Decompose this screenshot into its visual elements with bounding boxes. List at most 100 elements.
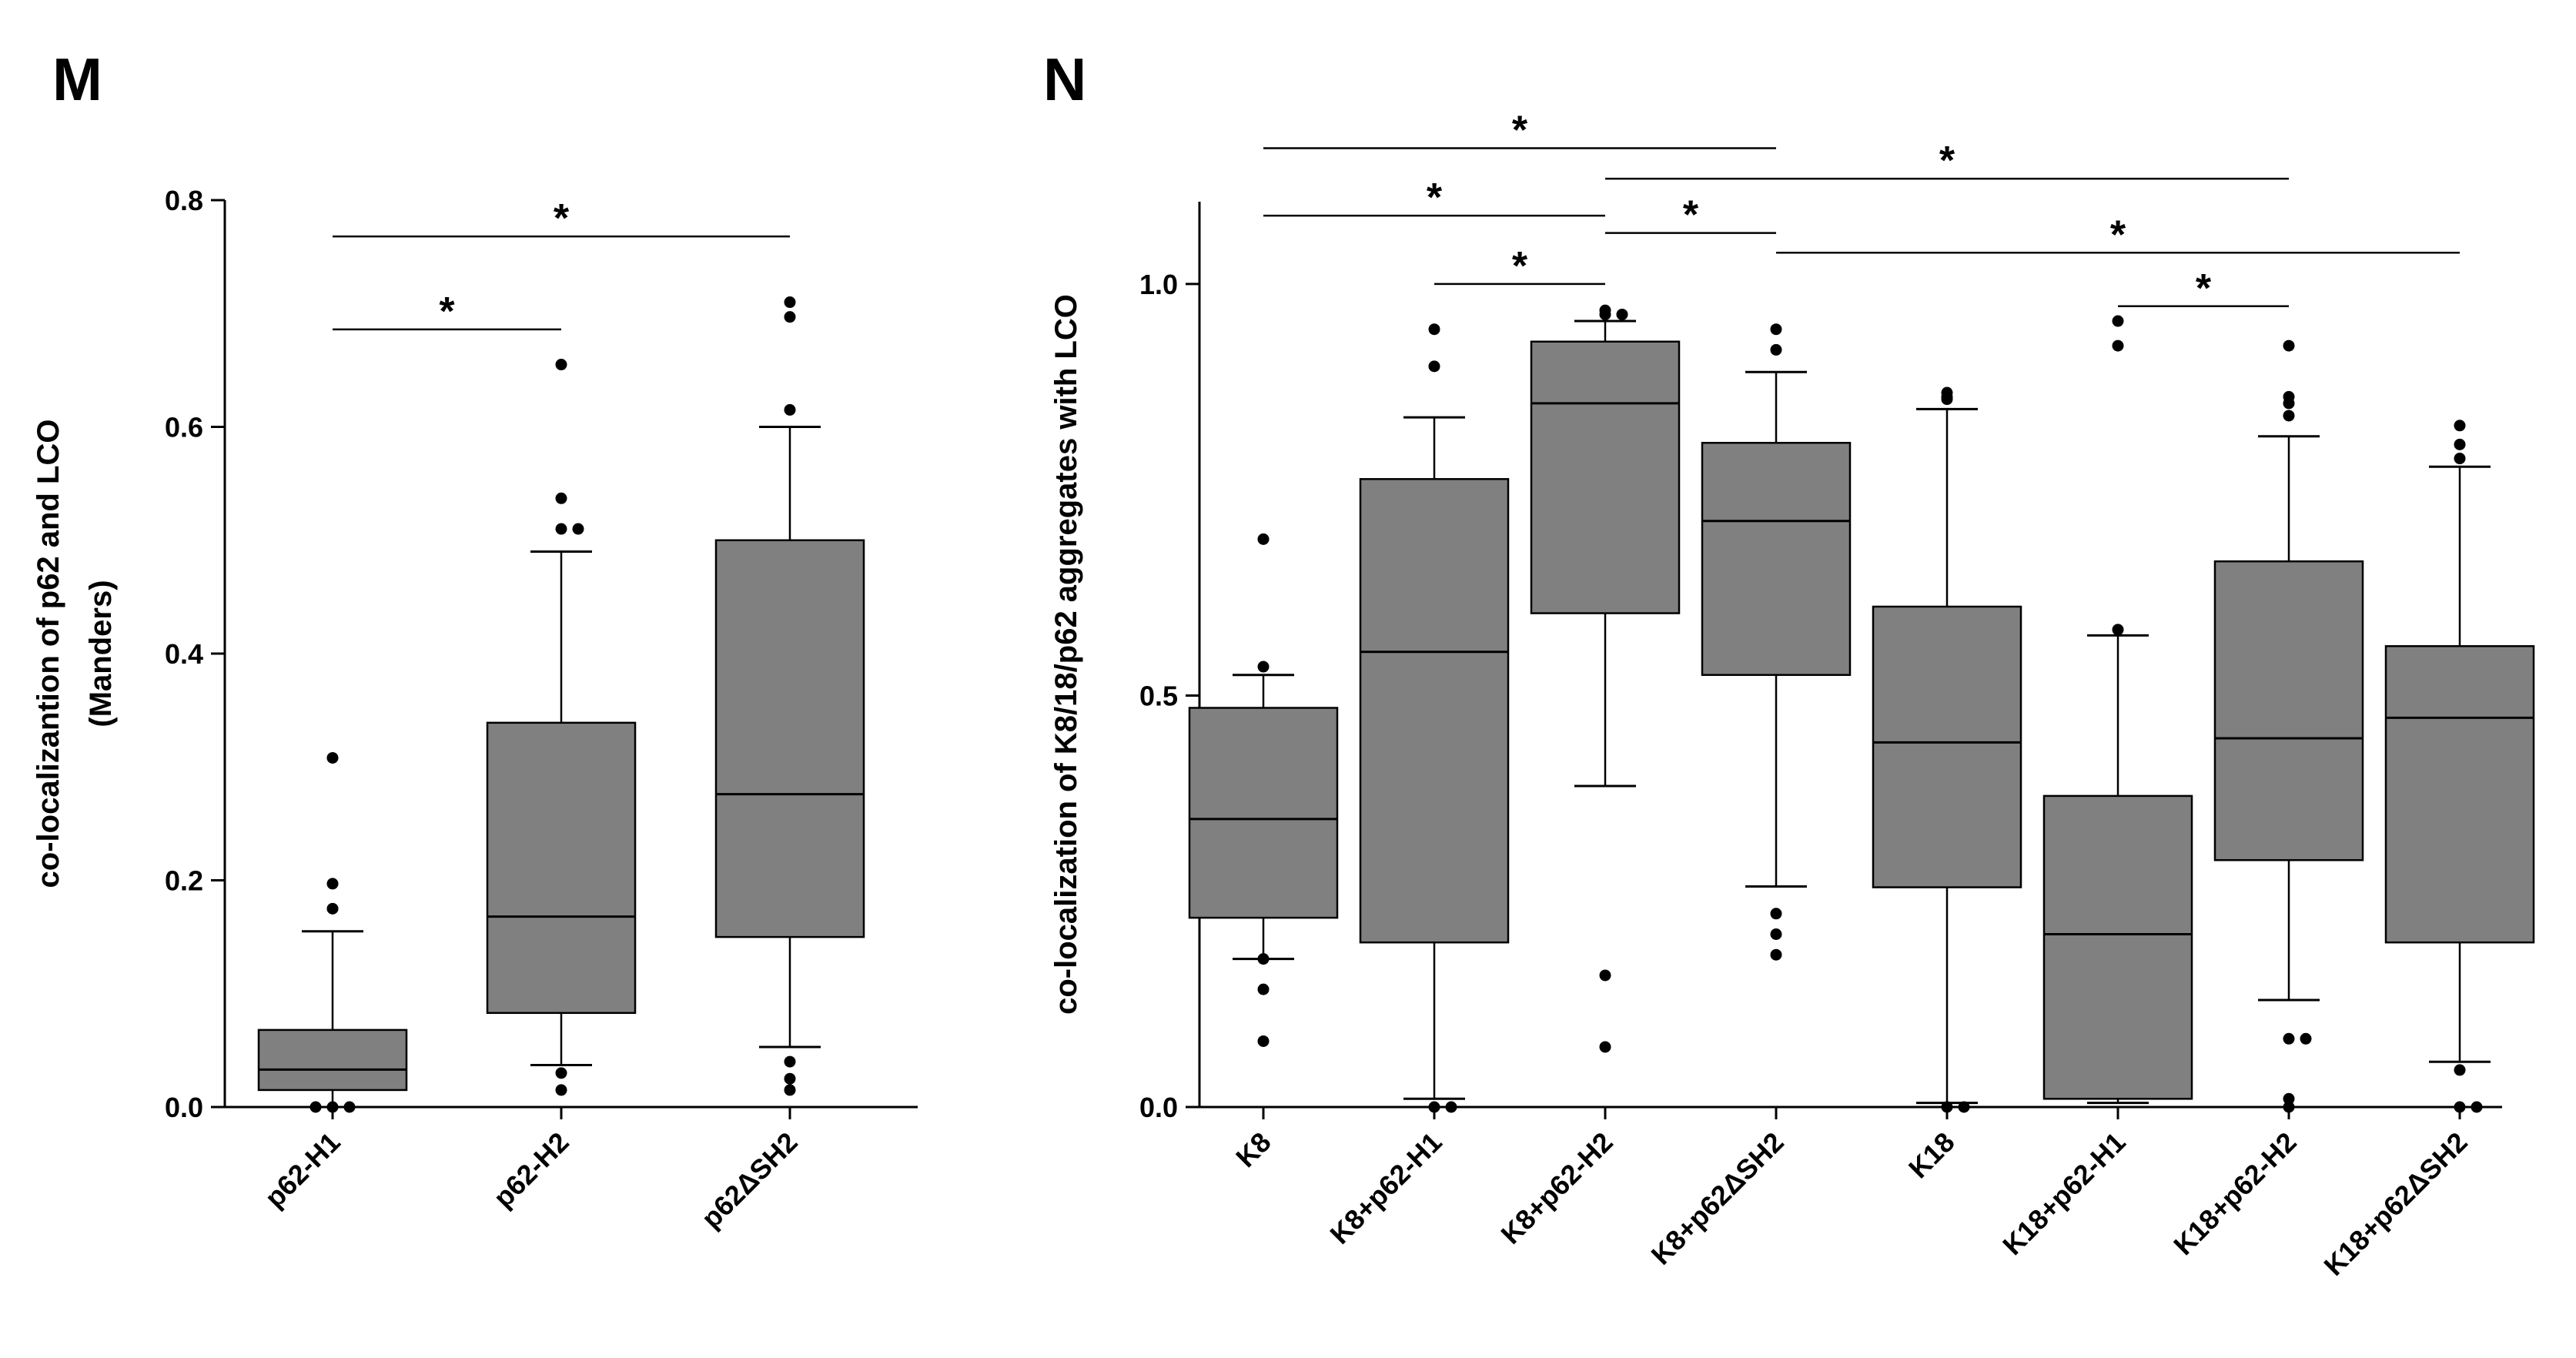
significance-star: * xyxy=(439,289,455,334)
y-tick-label: 0.4 xyxy=(165,638,203,670)
box-iqr xyxy=(1188,707,1339,919)
box-iqr xyxy=(2042,794,2193,1100)
outlier-point xyxy=(1941,1101,1953,1113)
outlier-point xyxy=(1770,343,1782,356)
y-tick-label: 0.0 xyxy=(1139,1092,1178,1123)
outlier-point xyxy=(1770,928,1782,940)
y-axis-label: (Manders) xyxy=(84,580,118,727)
chart-panel-M: 0.0 0.2 0.4 0.6 0.8 co-localizantion of p62 a… xyxy=(32,185,918,1234)
outlier-point xyxy=(2454,438,2466,450)
box-iqr xyxy=(1701,441,1852,676)
outlier-point xyxy=(555,359,567,371)
outlier-point xyxy=(784,1084,796,1096)
box-iqr xyxy=(2213,560,2364,861)
outlier-point xyxy=(555,1067,567,1079)
outlier-point xyxy=(2300,1032,2312,1045)
y-tick-label: 0.8 xyxy=(165,185,203,216)
x-category-label: K18 xyxy=(1902,1126,1961,1185)
outlier-point xyxy=(2283,1092,2295,1105)
outlier-point xyxy=(2454,1101,2466,1113)
outlier-point xyxy=(1599,969,1611,982)
outlier-point xyxy=(1941,386,1953,399)
outlier-point xyxy=(1257,661,1270,673)
outlier-point xyxy=(1257,953,1270,965)
outlier-point xyxy=(1770,908,1782,920)
outlier-point xyxy=(2454,1064,2466,1076)
x-category-label: p62-H1 xyxy=(259,1126,346,1214)
outlier-point xyxy=(555,1084,567,1096)
outlier-point xyxy=(555,523,567,535)
outlier-point xyxy=(572,523,584,535)
box-iqr xyxy=(1530,340,1681,614)
outlier-point xyxy=(784,311,796,323)
outlier-point xyxy=(784,296,796,309)
significance-star: * xyxy=(1427,176,1443,220)
significance-star: * xyxy=(1939,139,1955,183)
box-iqr xyxy=(257,1029,408,1092)
outlier-point xyxy=(1257,983,1270,995)
outlier-point xyxy=(2112,340,2124,352)
y-axis-label: co-localization of K8/18/p62 aggregates … xyxy=(1049,294,1083,1015)
outlier-point xyxy=(1599,304,1611,316)
box-iqr xyxy=(486,721,637,1015)
significance-star: * xyxy=(2110,212,2126,257)
x-category-label: p62ΔSH2 xyxy=(695,1126,804,1235)
significance-star: * xyxy=(1512,244,1528,289)
significance-star: * xyxy=(1683,193,1699,238)
box-iqr xyxy=(1872,605,2022,888)
significance-star: * xyxy=(1512,109,1528,153)
y-axis-label: co-localizantion of p62 and LCO xyxy=(32,420,65,888)
panel-label-M: M xyxy=(52,45,102,113)
outlier-point xyxy=(2454,453,2466,465)
x-category-label: K8+p62-H2 xyxy=(1494,1126,1618,1250)
outlier-point xyxy=(2471,1101,2483,1113)
x-category-label: K18+p62-H2 xyxy=(2167,1126,2302,1261)
outlier-point xyxy=(784,1072,796,1085)
outlier-point xyxy=(2283,340,2295,352)
panel-label-N: N xyxy=(1043,45,1086,113)
outlier-point xyxy=(1428,323,1440,336)
outlier-point xyxy=(1958,1101,1970,1113)
x-category-label: p62-H2 xyxy=(487,1126,575,1214)
outlier-point xyxy=(1428,1101,1440,1113)
y-tick-label: 1.0 xyxy=(1139,269,1178,300)
outlier-point xyxy=(2283,1032,2295,1045)
outlier-point xyxy=(326,902,339,915)
outlier-point xyxy=(1257,533,1270,545)
outlier-point xyxy=(1599,1041,1611,1053)
x-category-label: K8 xyxy=(1229,1126,1277,1174)
box-iqr xyxy=(1359,478,1510,944)
outlier-point xyxy=(2283,390,2295,403)
outlier-point xyxy=(1770,323,1782,336)
outlier-point xyxy=(1616,308,1628,320)
outlier-point xyxy=(784,403,796,416)
outlier-point xyxy=(326,1101,339,1113)
outlier-point xyxy=(784,1055,796,1068)
significance-star: * xyxy=(2196,266,2212,311)
box-iqr xyxy=(2384,645,2535,944)
outlier-point xyxy=(309,1101,322,1113)
x-category-label: K8+p62ΔSH2 xyxy=(1645,1126,1790,1271)
x-category-label: K8+p62-H1 xyxy=(1323,1126,1447,1250)
outlier-point xyxy=(326,751,339,764)
outlier-point xyxy=(326,878,339,890)
outlier-point xyxy=(2454,420,2466,432)
outlier-point xyxy=(2283,1101,2295,1113)
outlier-point xyxy=(1770,948,1782,961)
outlier-point xyxy=(343,1101,356,1113)
outlier-point xyxy=(1428,360,1440,373)
x-category-label: K18+p62-H1 xyxy=(1996,1126,2131,1261)
y-tick-label: 0.5 xyxy=(1139,680,1178,711)
significance-star: * xyxy=(554,196,570,241)
y-tick-label: 0.6 xyxy=(165,412,203,443)
outlier-point xyxy=(555,492,567,504)
box-iqr xyxy=(714,539,865,938)
outlier-point xyxy=(2283,410,2295,422)
outlier-point xyxy=(2112,315,2124,327)
outlier-point xyxy=(2112,624,2124,636)
outlier-point xyxy=(1257,1035,1270,1047)
x-category-label: K18+p62ΔSH2 xyxy=(2317,1126,2473,1282)
outlier-point xyxy=(1445,1101,1457,1113)
chart-panel-N: 0.0 0.5 1.0 co-localization of K8/18/p62 ag… xyxy=(1049,109,2535,1282)
